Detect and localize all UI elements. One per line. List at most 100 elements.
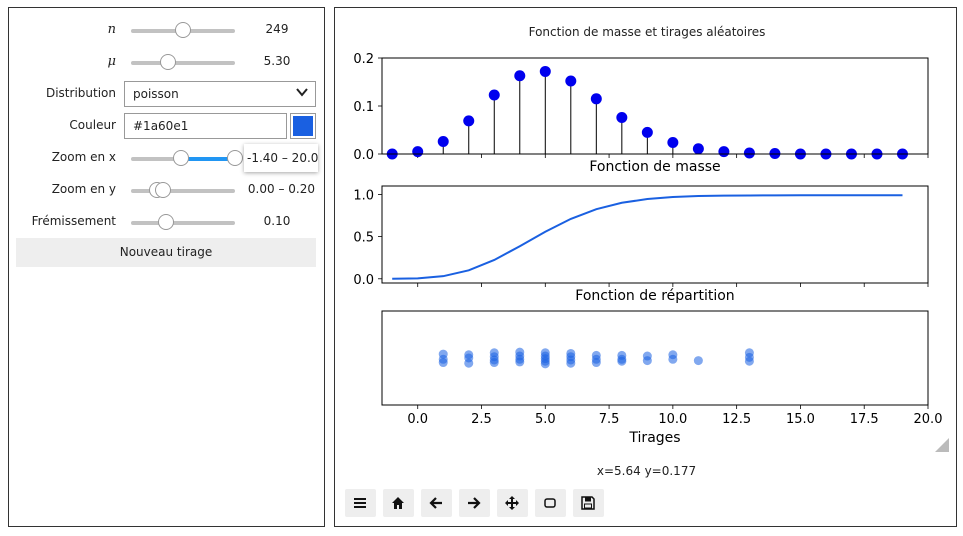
draw-point: [489, 358, 499, 368]
jitter-label: Frémissement: [31, 214, 116, 228]
zoom-x-value: -1.40 – 20.00: [247, 151, 318, 165]
menu-icon: [354, 498, 366, 508]
zoom-y-row: Zoom en y 0.00 – 0.20: [9, 177, 326, 203]
color-value: #1a60e1: [133, 119, 189, 133]
draw-point: [591, 358, 601, 368]
zoom-y-high-handle[interactable]: [155, 182, 171, 198]
x-tick-label: 0.0: [407, 412, 428, 427]
stem-marker: [437, 136, 449, 148]
figure-canvas[interactable]: Fonction de masse et tirages aléatoires …: [335, 8, 958, 488]
distribution-select[interactable]: poisson: [124, 81, 316, 107]
y-tick-label: 0.2: [353, 52, 374, 67]
jitter-slider[interactable]: [131, 214, 235, 230]
x-tick-label: 15.0: [786, 412, 815, 427]
pan-button[interactable]: [497, 489, 528, 517]
cdf-line: [392, 194, 903, 280]
new-draw-button[interactable]: Nouveau tirage: [16, 238, 316, 267]
x-tick-label: 2.5: [471, 412, 492, 427]
n-slider-row: n 249: [9, 17, 326, 43]
zoom-rect-button[interactable]: [535, 489, 566, 517]
color-row: Couleur #1a60e1: [9, 113, 326, 139]
x-tick-label: 12.5: [722, 412, 751, 427]
back-button[interactable]: [421, 489, 452, 517]
n-slider[interactable]: [131, 22, 235, 38]
mu-slider-handle[interactable]: [160, 54, 177, 70]
figure-panel: Fonction de masse et tirages aléatoires …: [334, 7, 957, 527]
draw-point: [668, 354, 678, 364]
stem-marker: [412, 146, 424, 158]
zoom-y-slider[interactable]: [131, 182, 235, 198]
stem-marker: [514, 70, 526, 82]
x-tick-label: 7.5: [599, 412, 620, 427]
zoom-x-value-popup: -1.40 – 20.00: [244, 144, 318, 172]
draw-point: [438, 358, 448, 368]
save-button[interactable]: [573, 489, 604, 517]
y-tick-label: 1.0: [353, 188, 374, 203]
stem-marker: [616, 112, 628, 124]
distribution-label: Distribution: [45, 86, 116, 100]
cdf-axes: 0.0 0.5 1.0 Fonction de répartition: [353, 185, 929, 304]
n-slider-handle[interactable]: [175, 22, 191, 38]
cursor-coordinates: x=5.64 y=0.177: [596, 464, 697, 478]
draw-point: [642, 356, 652, 366]
y-tick-label: 0.0: [353, 148, 374, 163]
n-label: n: [107, 22, 116, 37]
stem-marker: [743, 147, 755, 159]
mu-label: μ: [107, 54, 116, 69]
stem-marker: [718, 146, 730, 158]
draw-point: [464, 358, 474, 368]
y-tick-label: 0.5: [353, 231, 374, 246]
controls-panel: n 249 μ 5.30 Distribution poisson Couleu…: [8, 7, 325, 527]
draw-point: [617, 356, 627, 366]
zoom-x-low-handle[interactable]: [173, 150, 189, 166]
x-axis-label: Fonction de masse: [589, 159, 720, 175]
x-tick-label: 20.0: [914, 412, 943, 427]
zoom-x-label: Zoom en x: [51, 150, 116, 164]
forward-button[interactable]: [459, 489, 490, 517]
mu-slider-row: μ 5.30: [9, 49, 326, 75]
y-tick-label: 0.0: [353, 273, 374, 288]
back-icon: [429, 497, 442, 509]
y-tick-label: 0.1: [353, 100, 374, 115]
mu-value: 5.30: [263, 54, 291, 68]
home-button[interactable]: [383, 489, 414, 517]
save-icon: [581, 496, 595, 510]
draw-point: [515, 357, 525, 367]
zoom-x-high-handle[interactable]: [227, 150, 243, 166]
stem-marker: [641, 126, 653, 138]
menu-button[interactable]: [345, 489, 376, 517]
x-tick-label: 10.0: [658, 412, 687, 427]
x-tick-label: 5.0: [535, 412, 556, 427]
color-input[interactable]: #1a60e1: [124, 113, 287, 139]
pmf-axes: 0.0 0.1 0.2 Fonction de masse: [353, 52, 929, 175]
draw-point: [744, 356, 754, 366]
zoom-y-label: Zoom en y: [51, 182, 116, 196]
distribution-row: Distribution poisson: [9, 81, 326, 107]
axes-frame: [381, 57, 929, 155]
distribution-selected: poisson: [133, 87, 179, 101]
resize-grip-icon[interactable]: [935, 438, 949, 452]
stem-marker: [539, 65, 551, 77]
stem-marker: [463, 115, 475, 127]
home-icon: [392, 497, 404, 509]
x-tick-label: 17.5: [850, 412, 879, 427]
mu-slider[interactable]: [131, 54, 235, 70]
color-label: Couleur: [69, 118, 116, 132]
color-picker[interactable]: [290, 113, 316, 139]
zoom-rect-icon: [544, 498, 556, 508]
draws-axes: 0.0 2.5 5.0 7.5 10.0 12.5 15.0 17.5 20.0 Tirages: [381, 310, 943, 446]
jitter-slider-handle[interactable]: [158, 214, 174, 230]
axes-frame: [381, 185, 929, 284]
stem-marker: [692, 143, 704, 155]
n-value: 249: [265, 22, 289, 36]
forward-icon: [468, 497, 481, 509]
zoom-x-slider[interactable]: [131, 150, 243, 166]
draw-point: [540, 359, 550, 369]
stem-marker: [590, 93, 602, 105]
stem-marker: [488, 89, 500, 101]
zoom-x-range-fill: [181, 157, 235, 161]
x-axis-label: Tirages: [628, 430, 680, 446]
figure-suptitle: Fonction de masse et tirages aléatoires: [529, 25, 766, 39]
chevron-down-icon: [296, 88, 308, 97]
draw-point: [566, 358, 576, 368]
